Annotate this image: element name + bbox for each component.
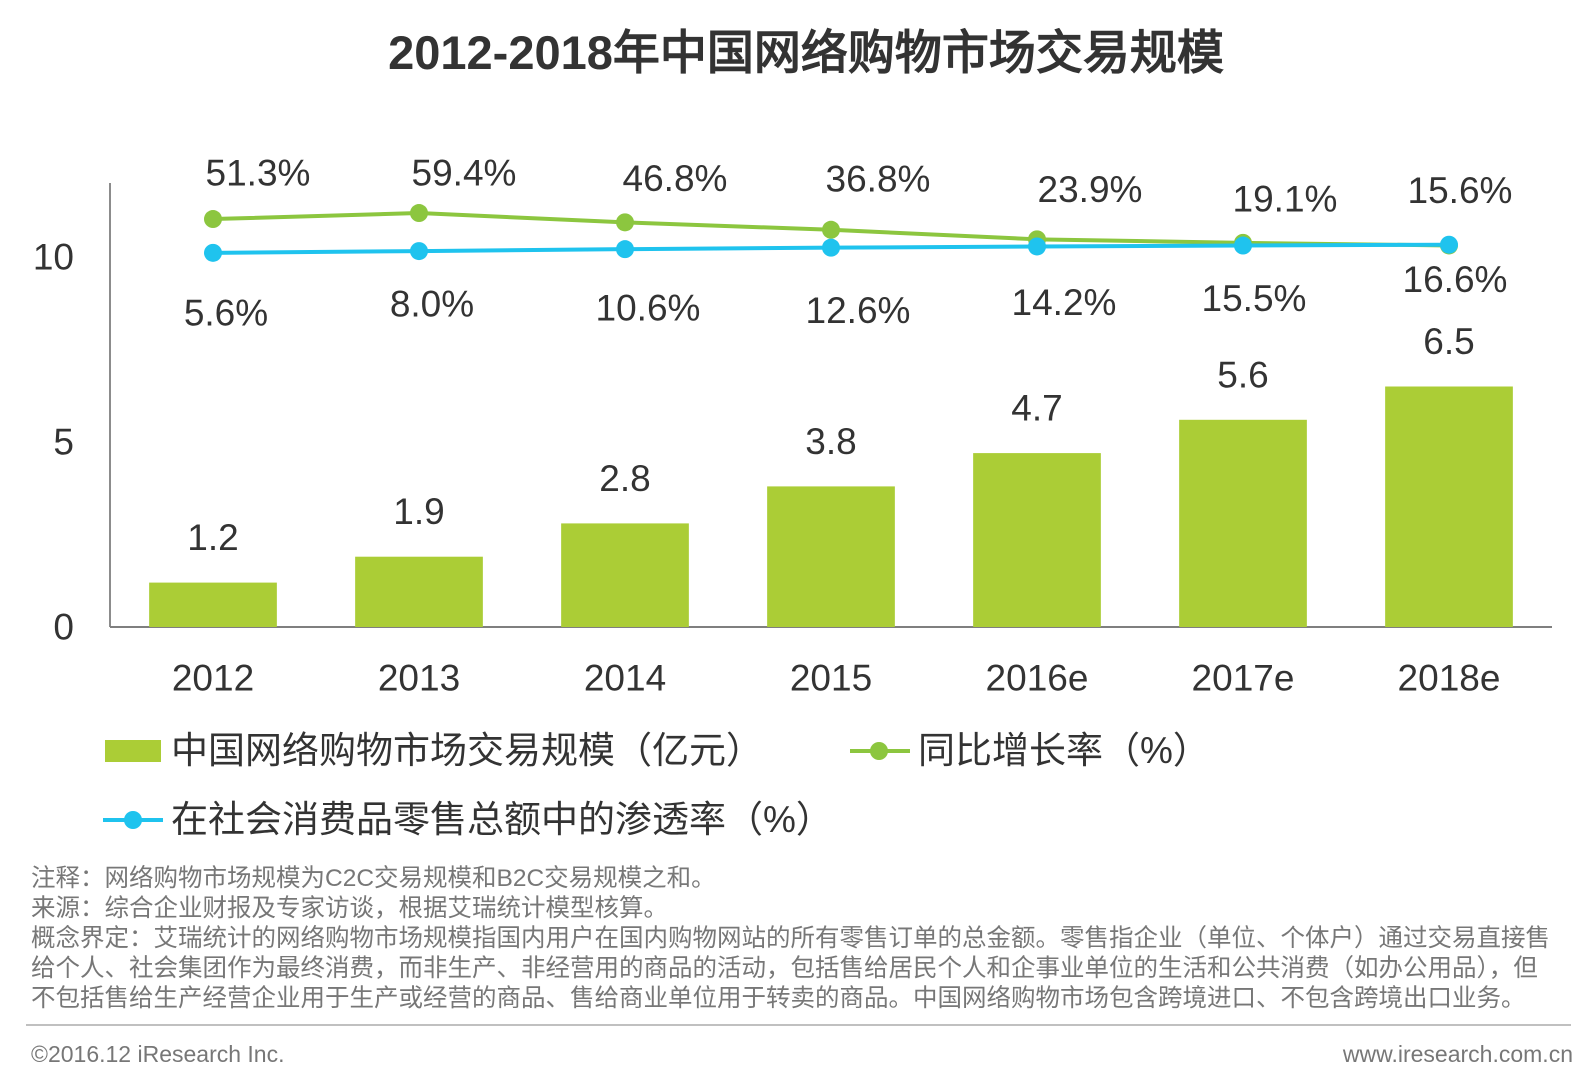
legend-label-penetration-rate: 在社会消费品零售总额中的渗透率（%） — [171, 799, 833, 840]
footer-website: www.iresearch.com.cn — [1342, 1041, 1573, 1067]
footer-copyright: ©2016.12 iResearch Inc. — [31, 1041, 285, 1067]
penetration-rate-point — [616, 240, 634, 259]
penetration-rate-point — [1234, 236, 1252, 255]
bar-value-label: 5.6 — [1217, 354, 1268, 395]
line-series-penetration-rate: 5.6% 8.0% 10.6% 12.6% 14.2% 15.5% 16.6% — [184, 235, 1508, 333]
bar-2016e — [973, 453, 1101, 627]
growth-rate-point — [204, 210, 222, 229]
bar-value-label: 3.8 — [805, 421, 856, 462]
legend-penetration-line-marker — [103, 811, 163, 829]
penetration-rate-value-label: 10.6% — [596, 288, 701, 329]
growth-rate-point — [822, 220, 840, 239]
growth-rate-value-label: 15.6% — [1408, 170, 1513, 211]
bar-series-market-size: 1.2 1.9 2.8 3.8 4.7 5.6 6.5 — [149, 321, 1513, 627]
growth-rate-value-label: 59.4% — [412, 153, 517, 194]
penetration-rate-value-label: 16.6% — [1403, 259, 1508, 300]
legend-item-growth-rate: 同比增长率（%） — [849, 731, 1210, 771]
penetration-rate-value-label: 14.2% — [1012, 282, 1117, 323]
penetration-rate-point — [1440, 235, 1458, 254]
growth-rate-point — [410, 204, 428, 223]
legend-item-market-size: 中国网络购物市场交易规模（亿元） — [105, 731, 763, 771]
x-tick-label: 2012 — [172, 658, 254, 699]
penetration-rate-value-label: 5.6% — [184, 292, 268, 333]
growth-rate-value-label: 19.1% — [1233, 178, 1338, 219]
bar-2015 — [767, 486, 895, 627]
bar-value-label: 1.9 — [393, 491, 444, 532]
legend-bar-swatch — [105, 740, 161, 762]
y-tick-label: 10 — [33, 237, 74, 278]
penetration-rate-value-label: 8.0% — [390, 284, 474, 325]
growth-rate-value-label: 23.9% — [1038, 169, 1143, 210]
penetration-rate-point — [410, 242, 428, 261]
penetration-rate-point — [204, 243, 222, 262]
legend-penetration-dot — [124, 811, 142, 829]
bar-value-label: 2.8 — [599, 458, 650, 499]
y-tick-label: 0 — [53, 607, 74, 648]
penetration-rate-value-label: 15.5% — [1202, 278, 1307, 319]
growth-rate-point — [616, 213, 634, 232]
bar-2012 — [149, 582, 277, 627]
bar-value-label: 6.5 — [1423, 321, 1474, 362]
bar-value-label: 4.7 — [1011, 388, 1062, 429]
bar-2018e — [1385, 386, 1513, 627]
bar-2014 — [561, 523, 689, 627]
note-source: 来源：综合企业财报及专家访谈，根据艾瑞统计模型核算。 — [31, 895, 668, 922]
chart-title: 2012-2018年中国网络购物市场交易规模 — [388, 26, 1224, 79]
penetration-rate-value-label: 12.6% — [806, 290, 911, 331]
x-tick-label: 2018e — [1398, 658, 1501, 699]
x-tick-label: 2013 — [378, 658, 460, 699]
legend-item-penetration-rate: 在社会消费品零售总额中的渗透率（%） — [102, 800, 833, 840]
growth-rate-value-label: 51.3% — [206, 153, 311, 194]
legend-label-market-size: 中国网络购物市场交易规模（亿元） — [171, 730, 763, 771]
note-definition-line-2: 给个人、社会集团作为最终消费，而非生产、非经营用的商品的活动，包括售给居民个人和… — [31, 955, 1538, 982]
x-tick-label: 2017e — [1192, 658, 1295, 699]
bar-value-label: 1.2 — [187, 517, 238, 558]
line-series-growth-rate: 51.3% 59.4% 46.8% 36.8% 23.9% 19.1% 15.6% — [204, 153, 1512, 255]
legend-growth-dot — [870, 742, 888, 760]
legend-growth-line-marker — [850, 742, 910, 760]
penetration-rate-point — [1028, 237, 1046, 256]
axes: 0 5 10 2012 2013 2014 2015 2016e 2017e 2018e — [33, 183, 1552, 699]
note-definition-line-3: 不包括售给生产经营企业用于生产或经营的商品、售给商业单位用于转卖的商品。中国网络… — [31, 985, 1526, 1012]
note-remark: 注释：网络购物市场规模为C2C交易规模和B2C交易规模之和。 — [31, 865, 716, 892]
x-tick-label: 2014 — [584, 658, 666, 699]
note-definition-line-1: 概念界定：艾瑞统计的网络购物市场规模指国内用户在国内购物网站的所有零售订单的总金… — [31, 925, 1550, 952]
growth-rate-value-label: 36.8% — [826, 158, 931, 199]
growth-rate-value-label: 46.8% — [623, 158, 728, 199]
footnotes: 注释：网络购物市场规模为C2C交易规模和B2C交易规模之和。 来源：综合企业财报… — [31, 864, 1550, 1014]
bar-2017e — [1179, 419, 1307, 627]
footer-divider — [26, 1024, 1571, 1026]
penetration-rate-point — [822, 238, 840, 257]
legend-label-growth-rate: 同比增长率（%） — [918, 730, 1210, 771]
bar-2013 — [355, 556, 483, 627]
x-tick-label: 2015 — [790, 658, 872, 699]
x-tick-label: 2016e — [986, 658, 1089, 699]
y-tick-label: 5 — [53, 422, 74, 463]
